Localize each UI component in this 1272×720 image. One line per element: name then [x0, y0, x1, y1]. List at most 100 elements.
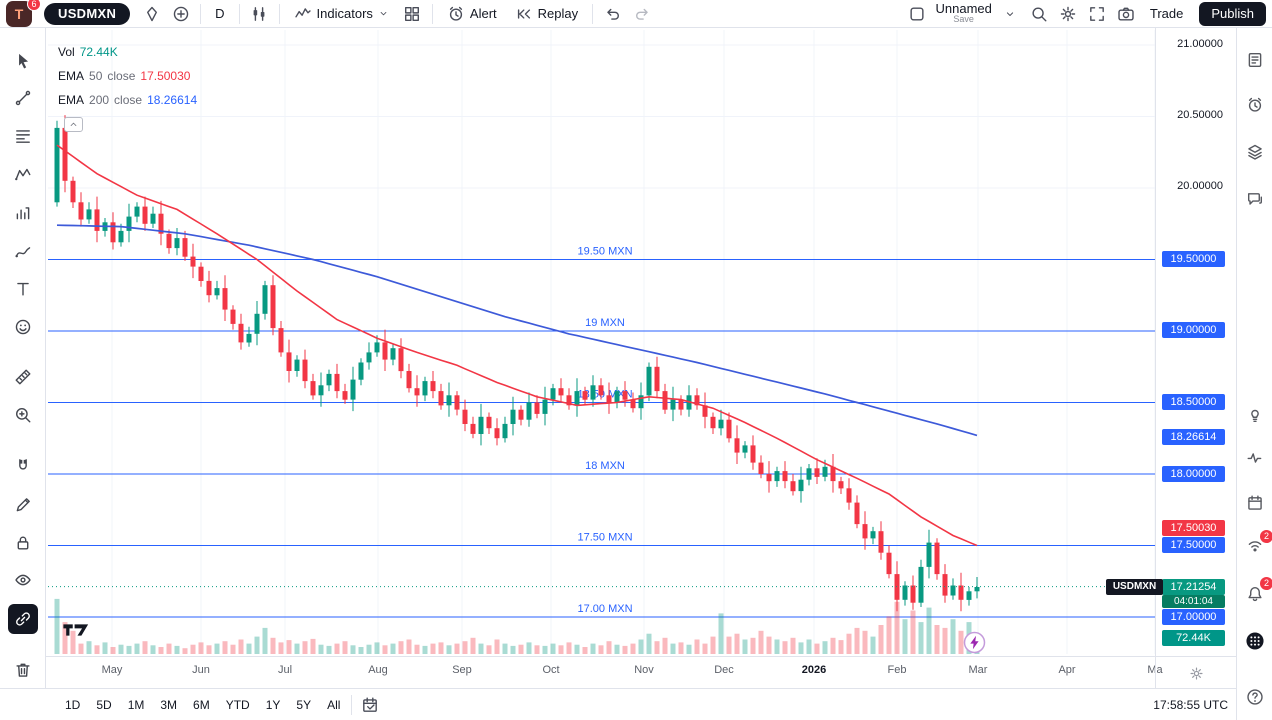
toolbar-divider: [200, 3, 202, 24]
range-1d-button[interactable]: 1D: [58, 695, 87, 715]
range-1y-button[interactable]: 1Y: [259, 695, 288, 715]
chat-icon[interactable]: [1242, 186, 1268, 212]
text-icon[interactable]: [8, 274, 38, 304]
ema50-legend[interactable]: EMA 50 close 17.50030: [58, 68, 197, 84]
date-range-switcher: 1D 5D 1M 3M 6M YTD 1Y 5Y All: [58, 695, 347, 715]
volume-legend[interactable]: Vol 72.44K: [58, 44, 197, 60]
price-tick-label: 21.00000: [1177, 38, 1223, 50]
save-label: Save: [953, 13, 974, 24]
ema200-legend[interactable]: EMA 200 close 18.26614: [58, 92, 197, 108]
help-icon[interactable]: [1242, 684, 1268, 710]
notifications-count-badge: 2: [1260, 577, 1272, 590]
trend-line-icon[interactable]: [8, 83, 38, 113]
range-5y-button[interactable]: 5Y: [289, 695, 318, 715]
legend-collapse-icon[interactable]: [64, 117, 83, 132]
time-axis-label: Aug: [368, 664, 388, 676]
time-axis-label: Sep: [452, 664, 472, 676]
svg-text:17.00 MXN: 17.00 MXN: [577, 603, 632, 615]
time-axis-label: Jun: [192, 664, 210, 676]
interval-button[interactable]: D: [207, 2, 232, 26]
pencil-icon[interactable]: [8, 490, 38, 520]
indicators-button[interactable]: Indicators: [286, 2, 397, 26]
range-6m-button[interactable]: 6M: [186, 695, 217, 715]
user-menu-button[interactable]: T 6: [6, 0, 41, 27]
symbol-search-button[interactable]: USDMXN: [44, 2, 131, 25]
time-axis-label: Oct: [542, 664, 560, 676]
ema50-legend-source: close: [107, 69, 136, 83]
tradingview-logo[interactable]: [62, 622, 90, 638]
range-5d-button[interactable]: 5D: [89, 695, 118, 715]
emoji-icon[interactable]: [8, 312, 38, 342]
countdown-badge: 04:01:04: [1162, 595, 1225, 608]
replay-button[interactable]: Replay: [507, 2, 586, 26]
volume-legend-value: 72.44K: [79, 45, 118, 59]
brush-icon[interactable]: [8, 236, 38, 266]
timezone-settings-icon[interactable]: [1155, 657, 1236, 689]
top-toolbar: T 6 USDMXN D Indicators Alert Replay: [0, 0, 1272, 28]
level-badge-19-50: 19.50000: [1162, 251, 1225, 267]
range-3m-button[interactable]: 3M: [153, 695, 184, 715]
notifications-icon[interactable]: 2: [1242, 577, 1272, 607]
apps-icon[interactable]: [1242, 628, 1268, 654]
alerts-icon[interactable]: [1242, 92, 1268, 118]
range-ytd-button[interactable]: YTD: [219, 695, 257, 715]
lock-icon[interactable]: [8, 528, 38, 558]
ideas-icon[interactable]: [1242, 402, 1268, 428]
forecast-icon[interactable]: [8, 198, 38, 228]
link-icon[interactable]: [8, 604, 38, 634]
undo-icon[interactable]: [599, 2, 626, 26]
magnet-icon[interactable]: [8, 451, 38, 481]
streams-icon[interactable]: 2: [1242, 530, 1272, 560]
range-1m-button[interactable]: 1M: [121, 695, 152, 715]
publish-button[interactable]: Publish: [1199, 1, 1266, 26]
level-badge-17-50: 17.50000: [1162, 537, 1225, 553]
ema200-legend-value: 18.26614: [147, 93, 198, 107]
zoom-icon[interactable]: [8, 400, 38, 430]
object-tree-icon[interactable]: [1242, 139, 1268, 165]
indicator-templates-icon[interactable]: [399, 2, 426, 26]
ema50-price-badge: 17.50030: [1162, 520, 1225, 536]
volume-badge: 72.44K: [1162, 630, 1225, 646]
settings-icon[interactable]: [1055, 2, 1082, 26]
snapshot-icon[interactable]: [1113, 2, 1140, 26]
go-to-date-icon[interactable]: [356, 693, 383, 717]
trash-icon[interactable]: [8, 655, 38, 685]
range-all-button[interactable]: All: [320, 695, 347, 715]
alert-button[interactable]: Alert: [439, 2, 505, 26]
save-status-icon[interactable]: [904, 2, 931, 26]
watchlist-icon[interactable]: [1242, 47, 1268, 73]
time-axis[interactable]: May Jun Jul Aug Sep Oct Nov Dec 2026 Feb Mar Apr Ma: [46, 656, 1236, 689]
fullscreen-icon[interactable]: [1084, 2, 1111, 26]
replay-label: Replay: [537, 6, 579, 21]
level-badge-17-00: 17.00000: [1162, 609, 1225, 625]
eye-icon[interactable]: [8, 565, 38, 595]
layout-name-button[interactable]: Unnamed Save: [933, 2, 995, 25]
time-axis-label: Mar: [968, 664, 988, 676]
drawing-toolbar: [0, 28, 46, 688]
ema200-legend-source: close: [114, 93, 143, 107]
trade-button[interactable]: Trade: [1142, 2, 1191, 26]
fib-retracement-icon[interactable]: [8, 121, 38, 151]
quick-search-icon[interactable]: [1026, 2, 1053, 26]
clock-utc-button[interactable]: 17:58:55 UTC: [1153, 697, 1228, 712]
time-axis-label: 2026: [801, 664, 827, 676]
cursor-icon[interactable]: [8, 45, 38, 75]
compare-add-icon[interactable]: [167, 2, 194, 26]
toolbar-divider: [592, 3, 594, 24]
pattern-icon[interactable]: [8, 159, 38, 189]
level-badge-19-00: 19.00000: [1162, 322, 1225, 338]
bottom-toolbar: 1D 5D 1M 3M 6M YTD 1Y 5Y All 17:58:55 UTC: [0, 688, 1236, 720]
time-axis-label: May: [101, 664, 123, 676]
replay-icon: [515, 5, 533, 23]
chart-style-icon[interactable]: [246, 2, 273, 26]
layout-menu-chevron-icon[interactable]: [997, 2, 1024, 26]
redo-icon[interactable]: [628, 2, 655, 26]
minds-icon[interactable]: [1242, 445, 1268, 471]
flag-symbol-icon[interactable]: [138, 2, 165, 26]
lightning-icon[interactable]: [963, 631, 986, 654]
measure-icon[interactable]: [8, 362, 38, 392]
price-axis[interactable]: 21.00000 20.50000 20.00000 19.50000 19.00000…: [1155, 28, 1236, 656]
calendar-icon[interactable]: [1242, 490, 1268, 516]
